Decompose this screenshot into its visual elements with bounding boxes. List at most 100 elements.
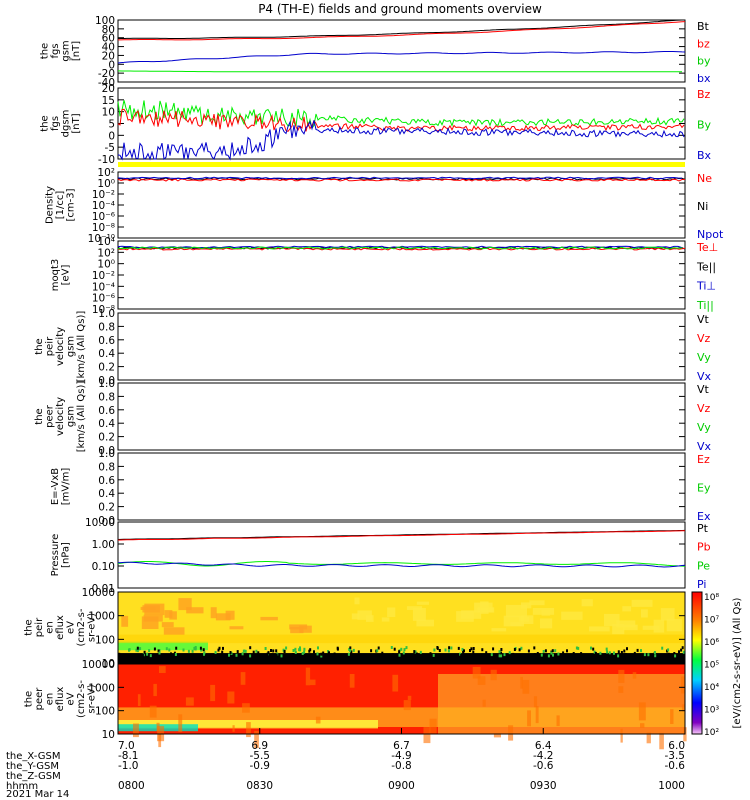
legend-Vz: Vz bbox=[697, 332, 711, 345]
x-axis-row-label: hhmm bbox=[6, 781, 38, 792]
y-tick-label: 0.0 bbox=[98, 375, 115, 387]
spectrogram-pixel bbox=[328, 651, 330, 655]
spectrogram-pixel bbox=[533, 653, 536, 656]
y-axis-label: fgs bbox=[50, 116, 61, 131]
spectrogram-patch bbox=[143, 614, 163, 622]
spectrogram-pixel bbox=[606, 650, 609, 654]
x-axis-row-value: 0900 bbox=[388, 780, 415, 792]
y-axis-label: the bbox=[24, 619, 35, 635]
colorbar-tick-label: 10⁵ bbox=[704, 661, 719, 671]
spectrogram-pixel bbox=[218, 646, 221, 650]
spectrogram-pixel bbox=[393, 647, 396, 651]
spectrogram-pixel bbox=[557, 652, 560, 656]
spectrogram-pixel bbox=[392, 653, 394, 657]
spectrogram-pixel bbox=[370, 649, 373, 653]
spectrogram-pixel bbox=[264, 653, 267, 657]
x-axis-top-value: 6.7 bbox=[393, 740, 410, 752]
spectrogram-pixel bbox=[398, 650, 401, 654]
spectrogram-pixel bbox=[264, 647, 267, 650]
spectrogram-patch bbox=[461, 610, 482, 619]
spectrogram-patch bbox=[178, 714, 183, 733]
panel-pressure: 10.00 1.00 0.10 0.01 Pressure [nPa] Pt Pb Pe Pi bbox=[50, 517, 711, 595]
spectrogram-pixel bbox=[594, 651, 597, 655]
legend-Ex: Ex bbox=[697, 510, 711, 523]
legend-Ne: Ne bbox=[697, 172, 712, 185]
spectrogram-patch bbox=[540, 618, 553, 629]
spectrogram-pixel bbox=[381, 651, 384, 655]
y-tick-label: 20 bbox=[102, 50, 115, 62]
spectrogram-patch bbox=[681, 676, 685, 694]
y-tick-label: 10⁻⁴ bbox=[92, 200, 115, 212]
spectrogram-pixel bbox=[222, 646, 224, 650]
spectrogram-pixel bbox=[277, 654, 280, 658]
spectrogram-pixel bbox=[461, 648, 464, 651]
panel-frame bbox=[117, 312, 686, 381]
spectrogram-pixel bbox=[267, 651, 270, 655]
spectrogram-patch bbox=[631, 599, 653, 607]
y-tick-label: 1000 bbox=[88, 682, 115, 694]
legend-By: By bbox=[697, 119, 712, 132]
spectrogram-patch bbox=[229, 626, 244, 630]
spectrogram-pixel bbox=[605, 647, 608, 651]
spectrogram-pixel bbox=[469, 649, 471, 652]
legend-Pi: Pi bbox=[697, 578, 706, 591]
y-tick-label: 10⁻² bbox=[92, 270, 115, 282]
panel-frame bbox=[117, 382, 686, 451]
spectrogram-patch bbox=[178, 598, 192, 611]
spectrogram-patch bbox=[660, 608, 675, 621]
spectrogram-pixel bbox=[187, 649, 190, 653]
spectrogram-pixel bbox=[379, 654, 382, 658]
spectrogram-pixel bbox=[536, 652, 539, 655]
spectrogram-pixel bbox=[533, 646, 536, 650]
y-tick-label: 1.0 bbox=[98, 448, 115, 460]
y-axis-label: [eV] bbox=[60, 265, 71, 286]
series-By bbox=[117, 100, 685, 130]
spectrogram-pixel bbox=[550, 651, 553, 655]
legend-Bt: Bt bbox=[697, 20, 710, 33]
spectrogram-pixel bbox=[457, 646, 460, 650]
y-axis-label: fgs bbox=[50, 43, 61, 58]
series-line bbox=[117, 176, 683, 180]
spectrogram-pixel bbox=[508, 651, 511, 655]
spectrogram-pixel bbox=[313, 653, 316, 657]
colorbar-scale bbox=[691, 591, 703, 735]
x-axis-row-value: 0830 bbox=[246, 780, 273, 792]
colorbar-tick-label: 10⁴ bbox=[704, 683, 719, 693]
spectrogram-pixel bbox=[250, 653, 253, 657]
quality-flag-bar bbox=[118, 162, 685, 167]
y-tick-label: -40 bbox=[98, 77, 115, 89]
spectrogram-pixel bbox=[192, 654, 195, 658]
y-tick-label: 10⁰ bbox=[97, 178, 115, 190]
legend-Te⊥: Te⊥ bbox=[696, 241, 718, 254]
y-axis-label: eflux bbox=[55, 615, 66, 640]
spectrogram-patch bbox=[623, 624, 638, 631]
spectrogram-pixel bbox=[149, 654, 152, 658]
y-axis-label: velocity bbox=[55, 397, 66, 436]
spectrogram-pixel bbox=[490, 653, 493, 657]
spectrogram-pixel bbox=[191, 649, 194, 653]
y-tick-label: 10.00 bbox=[85, 517, 115, 529]
spectrogram-pixel bbox=[292, 649, 295, 652]
spectrogram-pixel bbox=[667, 648, 670, 652]
spectrogram-pixel bbox=[520, 646, 523, 650]
spectrogram-patch bbox=[121, 615, 129, 627]
legend-bz: bz bbox=[697, 37, 710, 50]
y-tick-label: 15 bbox=[102, 95, 115, 107]
spectrogram-patch bbox=[392, 674, 399, 692]
spectrogram-patch bbox=[158, 732, 162, 748]
spectrogram-pixel bbox=[626, 647, 628, 651]
y-tick-label: 0 bbox=[108, 59, 115, 71]
spectrogram-pixel bbox=[513, 648, 516, 651]
spectrogram-pixel bbox=[617, 650, 620, 654]
y-tick-label: 10⁴ bbox=[97, 236, 115, 248]
spectrogram-pixel bbox=[202, 648, 205, 652]
spectrogram-pixel bbox=[444, 648, 447, 652]
spectrogram-patch bbox=[620, 728, 623, 743]
spectrogram-pixel bbox=[542, 650, 545, 653]
y-axis-label: eV bbox=[66, 692, 77, 705]
spectrogram-pixel bbox=[680, 648, 683, 652]
spectrogram-pixel bbox=[272, 649, 275, 653]
